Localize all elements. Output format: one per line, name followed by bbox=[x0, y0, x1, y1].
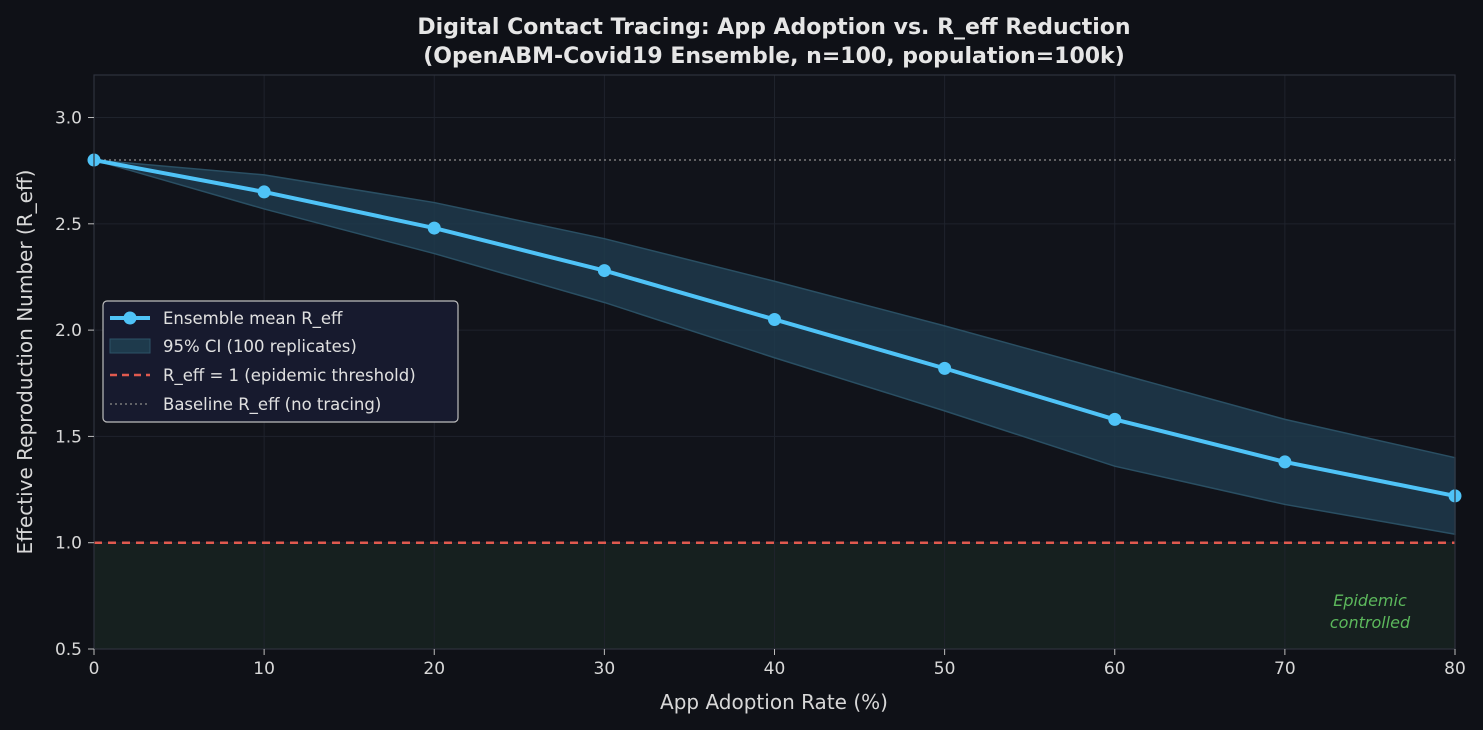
legend-label-ci: 95% CI (100 replicates) bbox=[163, 337, 357, 356]
x-tick-label: 30 bbox=[594, 659, 616, 679]
legend-label-baseline: Baseline R_eff (no tracing) bbox=[163, 395, 381, 415]
legend: Ensemble mean R_eff 95% CI (100 replicat… bbox=[102, 300, 459, 423]
data-point bbox=[1108, 412, 1122, 426]
x-tick-label: 0 bbox=[89, 659, 100, 679]
legend-label-threshold: R_eff = 1 (epidemic threshold) bbox=[163, 366, 416, 386]
y-tick-label: 2.5 bbox=[55, 215, 82, 235]
y-tick-label: 1.0 bbox=[55, 534, 82, 554]
legend-entry-baseline: Baseline R_eff (no tracing) bbox=[110, 395, 381, 415]
legend-entry-ci: 95% CI (100 replicates) bbox=[109, 337, 357, 356]
x-tick-label: 70 bbox=[1274, 659, 1296, 679]
legend-box bbox=[102, 300, 459, 423]
data-point bbox=[938, 361, 952, 375]
controlled-label-line2: controlled bbox=[1330, 613, 1411, 632]
y-tick-label: 2.0 bbox=[55, 321, 82, 341]
data-point bbox=[257, 185, 271, 199]
x-tick-label: 50 bbox=[934, 659, 956, 679]
y-tick-label: 0.5 bbox=[55, 640, 82, 660]
chart-title: Digital Contact Tracing: App Adoption vs… bbox=[417, 15, 1130, 40]
y-axis-label: Effective Reproduction Number (R_eff) bbox=[13, 170, 37, 555]
y-tick-label: 3.0 bbox=[55, 109, 82, 129]
data-point bbox=[1278, 455, 1292, 469]
controlled-label-line1: Epidemic bbox=[1333, 591, 1407, 610]
data-point bbox=[427, 221, 441, 235]
x-tick-label: 20 bbox=[423, 659, 445, 679]
legend-entry-mean: Ensemble mean R_eff bbox=[110, 309, 343, 329]
legend-marker-mean bbox=[123, 311, 137, 325]
data-point bbox=[597, 264, 611, 278]
x-tick-label: 60 bbox=[1104, 659, 1126, 679]
x-tick-label: 80 bbox=[1444, 659, 1466, 679]
x-axis-label: App Adoption Rate (%) bbox=[660, 690, 888, 714]
x-tick-label: 10 bbox=[253, 659, 275, 679]
legend-swatch-ci bbox=[109, 338, 151, 354]
chart-subtitle: (OpenABM-Covid19 Ensemble, n=100, popula… bbox=[423, 44, 1125, 69]
legend-entry-threshold: R_eff = 1 (epidemic threshold) bbox=[110, 366, 416, 386]
x-tick-label: 40 bbox=[764, 659, 786, 679]
y-tick-label: 1.5 bbox=[55, 427, 82, 447]
data-point bbox=[768, 312, 781, 326]
legend-label-mean: Ensemble mean R_eff bbox=[163, 309, 343, 329]
